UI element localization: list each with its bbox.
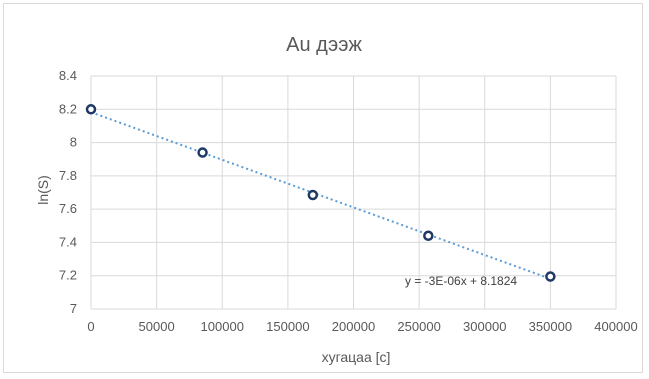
y-axis-title: ln(S) bbox=[35, 175, 51, 205]
x-tick-label-3: 150000 bbox=[266, 319, 309, 334]
y-tick-labels: 7 7.2 7.4 7.6 7.8 8 8.2 8.4 bbox=[59, 68, 77, 316]
x-tick-label-6: 300000 bbox=[463, 319, 506, 334]
y-tick-label-2: 7.4 bbox=[59, 234, 77, 249]
x-tick-label-4: 200000 bbox=[332, 319, 375, 334]
y-tick-label-7: 8.4 bbox=[59, 68, 77, 83]
x-tick-label-2: 100000 bbox=[201, 319, 244, 334]
trendline-equation: y = -3E-06x + 8.1824 bbox=[405, 274, 517, 288]
grid-lines bbox=[90, 75, 617, 310]
y-tick-label-6: 8.2 bbox=[59, 101, 77, 116]
x-tick-label-1: 50000 bbox=[139, 319, 175, 334]
data-point-0-4 bbox=[545, 271, 556, 282]
data-point-0-0 bbox=[85, 104, 97, 115]
x-tick-label-7: 350000 bbox=[529, 319, 572, 334]
y-tick-label-0: 7 bbox=[70, 301, 77, 316]
y-tick-label-3: 7.6 bbox=[59, 201, 77, 216]
x-tick-labels: 0 50000 100000 150000 200000 250000 300000 3500… bbox=[87, 319, 637, 334]
chart-area: Au дээж 0 50000 100000 150000 200000 250000 30… bbox=[3, 3, 643, 373]
chart-svg: Au дээж 0 50000 100000 150000 200000 250000 30… bbox=[35, 34, 638, 365]
trendline bbox=[90, 111, 551, 280]
trendline-group bbox=[90, 111, 551, 280]
data-point-0-1 bbox=[197, 147, 208, 158]
x-tick-label-5: 250000 bbox=[397, 319, 440, 334]
x-axis-title: хугацаа [с] bbox=[322, 349, 391, 365]
data-point-0-3 bbox=[423, 230, 434, 242]
y-tick-label-4: 7.8 bbox=[59, 168, 77, 183]
x-tick-label-0: 0 bbox=[87, 319, 94, 334]
y-tick-label-1: 7.2 bbox=[59, 268, 77, 283]
y-tick-label-5: 8 bbox=[70, 135, 77, 150]
x-tick-label-8: 400000 bbox=[594, 319, 637, 334]
data-points bbox=[85, 104, 556, 282]
data-point-0-2 bbox=[307, 189, 319, 201]
chart-title: Au дээж bbox=[286, 34, 362, 56]
